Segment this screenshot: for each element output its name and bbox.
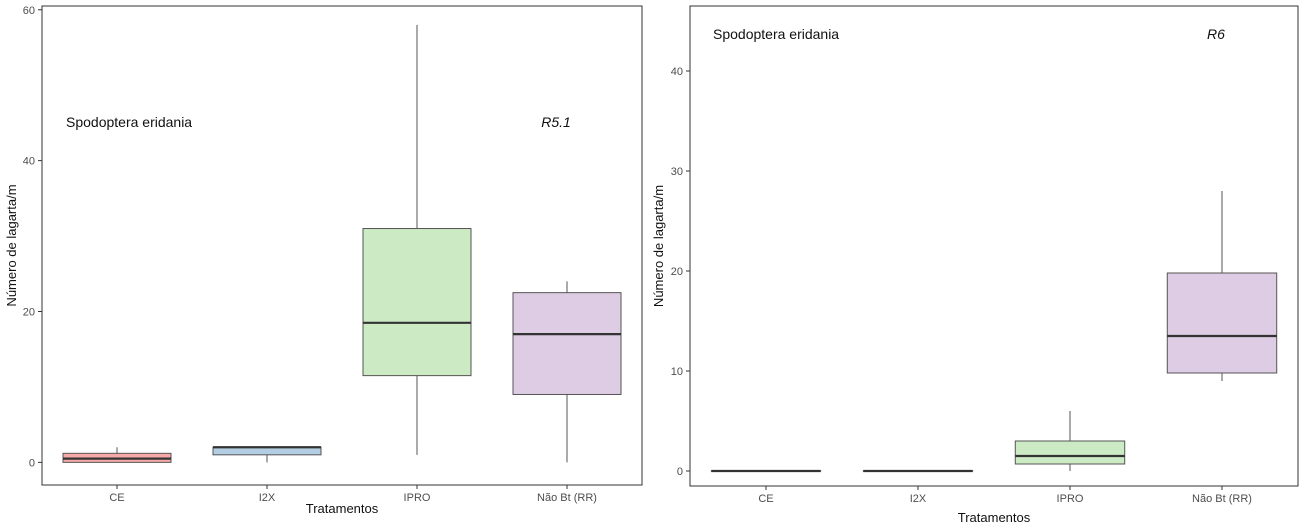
box-body: [1166, 272, 1278, 374]
box-4: [512, 281, 622, 463]
y-tick-label: 10: [671, 366, 683, 378]
y-tick-label: 20: [23, 307, 35, 319]
x-tick-label: CE: [758, 493, 773, 505]
y-tick-label: 30: [671, 166, 683, 178]
box-2: [212, 446, 322, 463]
stage-label: R6: [1207, 26, 1225, 42]
panel-border: [689, 5, 1299, 487]
x-tick-label: IPRO: [404, 492, 431, 504]
y-tick-label: 60: [23, 5, 35, 17]
chart-panel-1: 0 20 40 60 CE I2X IPRO Não Bt (RR) Spodoptera er…: [4, 5, 643, 516]
y-tick-label: 40: [23, 156, 35, 168]
stage-label: R5.1: [541, 114, 571, 130]
box-3: [1014, 411, 1126, 471]
x-tick-label: Não Bt (RR): [537, 492, 597, 504]
y-tick-label: 40: [671, 66, 683, 78]
y-axis-title: Número de lagarta/m: [651, 185, 666, 307]
x-tick-label: IPRO: [1057, 493, 1084, 505]
species-label: Spodoptera eridania: [713, 26, 839, 42]
box-body: [1014, 440, 1126, 465]
x-tick-label: CE: [109, 492, 124, 504]
box-1: [62, 447, 172, 463]
species-label: Spodoptera eridania: [66, 114, 192, 130]
box-body: [212, 446, 322, 456]
box-3: [362, 24, 472, 455]
panel-border: [41, 5, 643, 486]
box-body: [362, 228, 472, 377]
chart-panel-2: 0 10 20 30 40 CE I2X IPRO Não Bt (RR) Spodoptera …: [651, 5, 1299, 525]
box-body: [512, 292, 622, 395]
x-tick-label: I2X: [259, 492, 276, 504]
x-axis-title: Tratamentos: [958, 510, 1031, 525]
y-axis-title: Número de lagarta/m: [4, 184, 19, 306]
y-tick-label: 0: [29, 457, 35, 469]
box-4: [1166, 191, 1278, 381]
y-tick-label: 0: [677, 466, 683, 478]
x-tick-label: I2X: [910, 493, 927, 505]
x-axis-title: Tratamentos: [306, 501, 379, 516]
x-tick-label: Não Bt (RR): [1192, 493, 1252, 505]
y-tick-label: 20: [671, 266, 683, 278]
